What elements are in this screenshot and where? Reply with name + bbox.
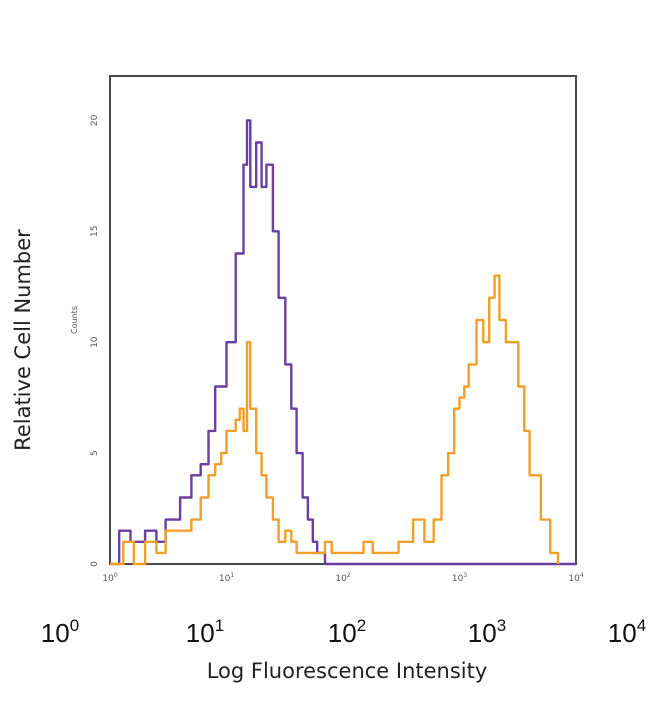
y-tick-label-2: 10 [90,336,100,348]
series-layer [110,119,576,566]
x-tick-label-large-3: 103 [468,616,506,648]
x-tick-label-small-2: 102 [335,572,350,584]
x-tick-label-small-0: 100 [102,572,117,584]
x-tick-labels-large: 100 101 102 103 104 [41,616,646,648]
x-tick-label-large-4: 104 [608,616,646,648]
y-tick-label-4: 20 [90,114,100,126]
y-axis-title: Relative Cell Number [11,229,35,451]
x-tick-label-small-1: 101 [219,572,234,584]
x-tick-label-large-1: 101 [186,616,224,648]
x-tick-labels-small: 100 101 102 103 104 [102,572,583,584]
y-tick-label-3: 15 [90,226,100,237]
x-tick-label-small-4: 104 [568,572,583,584]
x-tick-label-large-2: 102 [328,616,366,648]
x-axis-title: Log Fluorescence Intensity [207,659,488,683]
y-tick-label-1: 5 [90,450,100,456]
x-tick-label-small-3: 103 [452,572,467,584]
series-line-1 [110,274,560,566]
series-line-0 [110,119,576,566]
x-tick-label-large-0: 100 [41,616,79,648]
y-tick-labels: 0 5 10 15 20 [90,114,100,566]
y-axis-inner-label: Counts [70,306,79,334]
y-tick-label-0: 0 [90,561,100,567]
